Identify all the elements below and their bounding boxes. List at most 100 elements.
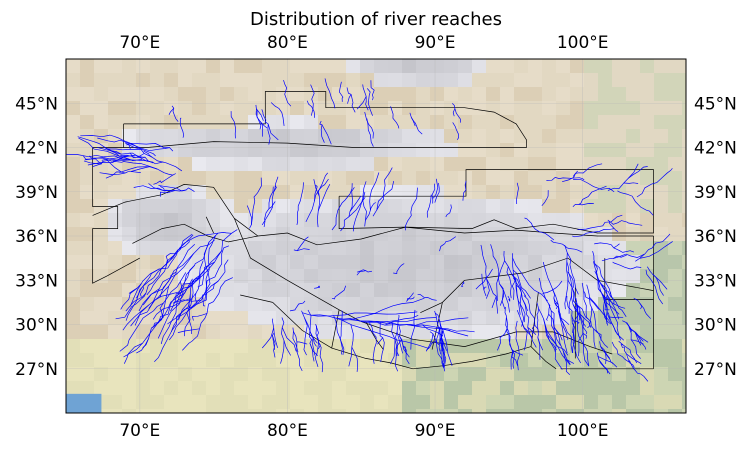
terrain-cell xyxy=(94,115,108,129)
river-reach xyxy=(572,304,592,328)
river-reach xyxy=(553,327,563,341)
terrain-cell xyxy=(66,199,80,213)
terrain-cell xyxy=(360,129,374,143)
river-reach xyxy=(554,302,558,310)
terrain-cell xyxy=(136,409,150,413)
terrain-cell xyxy=(486,227,500,241)
terrain-cell xyxy=(66,143,80,157)
river-reach xyxy=(550,239,583,253)
terrain-cell xyxy=(626,241,640,255)
terrain-cell xyxy=(318,269,332,283)
terrain-cell xyxy=(262,339,276,353)
river-reach xyxy=(119,166,151,173)
terrain-cell xyxy=(430,255,444,269)
terrain-cell xyxy=(234,353,248,367)
river-reach xyxy=(283,340,292,356)
river-reach xyxy=(562,163,603,183)
terrain-cell xyxy=(94,241,108,255)
terrain-cell xyxy=(612,325,626,339)
terrain-cell xyxy=(612,227,626,241)
terrain-cell xyxy=(234,395,248,409)
terrain-cell xyxy=(682,367,686,381)
river-reach xyxy=(256,108,264,121)
terrain-cell xyxy=(108,115,122,129)
terrain-cell xyxy=(430,297,444,311)
terrain-cell xyxy=(612,157,626,171)
river-reach xyxy=(645,269,664,305)
terrain-cell xyxy=(640,143,654,157)
y-tick-label-right: 36°N xyxy=(694,227,737,247)
terrain-cell xyxy=(430,171,444,185)
river-reach xyxy=(410,309,416,350)
terrain-cell xyxy=(80,87,94,101)
terrain-cell xyxy=(248,311,262,325)
terrain-cell xyxy=(150,87,164,101)
terrain-cell xyxy=(374,367,388,381)
terrain-cell xyxy=(178,339,192,353)
terrain-cell xyxy=(612,213,626,227)
terrain-cell xyxy=(416,143,430,157)
river-reach xyxy=(542,261,569,340)
terrain-cell xyxy=(598,199,612,213)
river-reach xyxy=(462,180,467,201)
river-reach xyxy=(578,333,584,357)
terrain-cell xyxy=(570,395,584,409)
terrain-cell xyxy=(150,59,164,73)
terrain-cell xyxy=(178,311,192,325)
terrain-cell xyxy=(682,129,686,143)
river-reach xyxy=(270,102,285,126)
terrain-cell xyxy=(108,129,122,143)
terrain-cell xyxy=(500,87,514,101)
terrain-cell xyxy=(528,213,542,227)
terrain-cell xyxy=(136,269,150,283)
terrain-cell xyxy=(248,339,262,353)
terrain-cell xyxy=(528,241,542,255)
terrain-cell xyxy=(500,59,514,73)
terrain-cell xyxy=(416,59,430,73)
terrain-cell xyxy=(682,395,686,409)
terrain-cell xyxy=(570,213,584,227)
terrain-cell xyxy=(654,269,668,283)
terrain-cell xyxy=(682,73,686,87)
river-reach xyxy=(167,280,219,325)
terrain-cell xyxy=(626,101,640,115)
terrain-cell xyxy=(682,409,686,413)
river-reach xyxy=(246,205,252,225)
river-reach xyxy=(333,315,345,355)
terrain-cell xyxy=(458,143,472,157)
terrain-cell xyxy=(80,269,94,283)
terrain-cell xyxy=(388,59,402,73)
river-reach xyxy=(538,277,557,352)
terrain-cell xyxy=(80,381,94,395)
terrain-cell xyxy=(668,269,682,283)
river-reach xyxy=(362,191,367,221)
terrain-cell xyxy=(682,311,686,325)
terrain-cell xyxy=(108,59,122,73)
river-reach xyxy=(568,287,573,314)
river-reach xyxy=(305,172,328,223)
terrain-cell xyxy=(668,325,682,339)
river-reach xyxy=(146,254,176,296)
river-reach xyxy=(524,217,555,241)
terrain-cell xyxy=(262,143,276,157)
terrain-cell xyxy=(360,143,374,157)
river-reach xyxy=(122,244,196,331)
terrain-cell xyxy=(262,59,276,73)
terrain-cell xyxy=(346,381,360,395)
terrain-cell xyxy=(486,255,500,269)
terrain-cell xyxy=(612,311,626,325)
terrain-cell xyxy=(304,87,318,101)
river-reach xyxy=(339,310,343,355)
terrain-cell xyxy=(668,381,682,395)
terrain-cell xyxy=(612,283,626,297)
terrain-cell xyxy=(556,157,570,171)
river-reach xyxy=(623,346,635,368)
terrain-cell xyxy=(94,381,108,395)
terrain-cell xyxy=(318,311,332,325)
terrain-cell xyxy=(318,395,332,409)
terrain-cell xyxy=(346,73,360,87)
river-reach xyxy=(140,286,144,297)
terrain-cell xyxy=(640,171,654,185)
terrain-cell xyxy=(220,115,234,129)
terrain-cell xyxy=(206,395,220,409)
